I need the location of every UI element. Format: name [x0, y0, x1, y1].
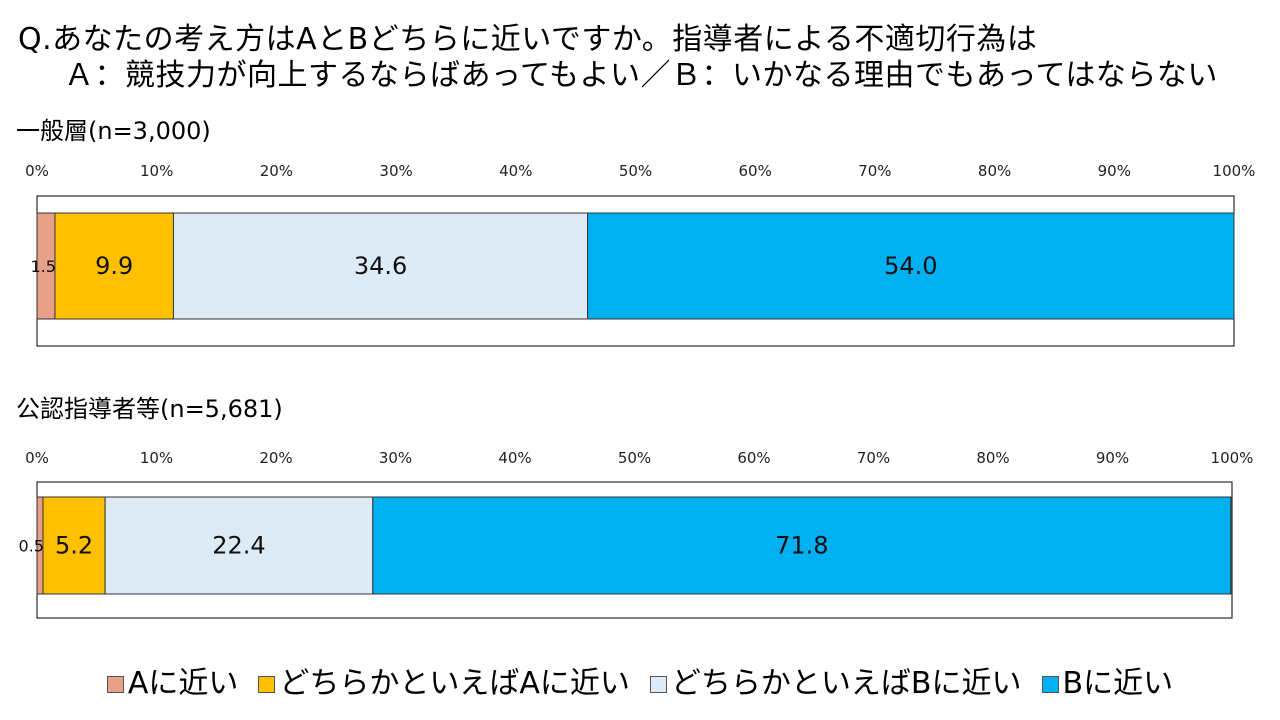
data-label-b: 54.0: [884, 252, 937, 280]
bar-segment-lean-a: [54, 212, 174, 320]
chart-certified-coaches: 0% 10% 20% 30% 40% 50% 60% 70% 80% 90% 100% 0.5 5.2 2…: [19, 449, 1254, 619]
legend-swatch-lean-b: [649, 675, 667, 693]
data-label-a: 0.5: [19, 537, 44, 556]
legend-label-a: Aに近い: [127, 666, 239, 701]
question-line-1: Q.あなたの考え方はAとBどちらに近いですか。指導者による不適切行為は: [18, 22, 1038, 57]
x-tick-label: 40%: [498, 449, 531, 467]
legend-swatch-lean-a: [258, 675, 276, 693]
legend-item-a: Aに近い: [106, 666, 239, 702]
legend-label-lean-b: どちらかといえばBに近い: [670, 666, 1022, 701]
x-tick-label: 60%: [739, 162, 772, 180]
panel-title-general: 一般層(n=3,000): [16, 117, 211, 145]
data-label-b: 71.8: [775, 532, 828, 560]
x-tick-label: 50%: [619, 162, 652, 180]
data-label-lean-b: 22.4: [212, 532, 265, 560]
x-tick-label: 20%: [259, 449, 292, 467]
bar-segment-lean-b: [172, 212, 589, 320]
bar-segment-lean-b: [104, 496, 374, 595]
legend-label-lean-a: どちらかといえばAに近い: [279, 666, 630, 701]
data-label-a: 1.5: [31, 257, 56, 276]
question-line-2: Ａ：競技力が向上するならばあってもよい／Ｂ：いかなる理由でもあってはならない: [64, 58, 1218, 93]
legend: Aに近い どちらかといえばAに近い どちらかといえばBに近い Bに近い: [0, 664, 1280, 704]
bar-segment-b: [587, 212, 1235, 320]
x-tick-label: 90%: [1096, 449, 1129, 467]
panel-title-certified-coaches: 公認指導者等(n=5,681): [16, 395, 283, 423]
x-tick-label: 0%: [25, 162, 49, 180]
x-tick-label: 90%: [1098, 162, 1131, 180]
x-tick-label: 100%: [1211, 449, 1254, 467]
x-tick-label: 70%: [858, 162, 891, 180]
x-tick-label: 80%: [978, 162, 1011, 180]
data-label-lean-a: 9.9: [95, 252, 133, 280]
legend-swatch-b: [1041, 675, 1059, 693]
x-tick-label: 0%: [25, 449, 49, 467]
x-tick-label: 50%: [618, 449, 651, 467]
legend-item-lean-a: どちらかといえばAに近い: [258, 666, 630, 702]
legend-label-b: Bに近い: [1062, 666, 1174, 701]
x-tick-label: 70%: [857, 449, 890, 467]
data-label-lean-b: 34.6: [354, 252, 407, 280]
x-tick-label: 30%: [379, 449, 412, 467]
legend-item-b: Bに近い: [1041, 666, 1174, 702]
data-label-lean-a: 5.2: [55, 532, 93, 560]
x-tick-label: 20%: [260, 162, 293, 180]
x-tick-label: 10%: [140, 449, 173, 467]
x-tick-label: 30%: [379, 162, 412, 180]
bar-segment-b: [372, 496, 1232, 595]
legend-swatch-a: [106, 675, 124, 693]
legend-item-lean-b: どちらかといえばBに近い: [649, 666, 1022, 702]
x-tick-label: 40%: [499, 162, 532, 180]
x-tick-label: 80%: [976, 449, 1009, 467]
x-tick-label: 60%: [737, 449, 770, 467]
bar-segment-lean-a: [42, 496, 106, 595]
x-tick-label: 10%: [140, 162, 173, 180]
chart-general: 0% 10% 20% 30% 40% 50% 60% 70% 80% 90% 100% 1.5 9.9 3…: [25, 162, 1256, 347]
x-tick-label: 100%: [1213, 162, 1256, 180]
